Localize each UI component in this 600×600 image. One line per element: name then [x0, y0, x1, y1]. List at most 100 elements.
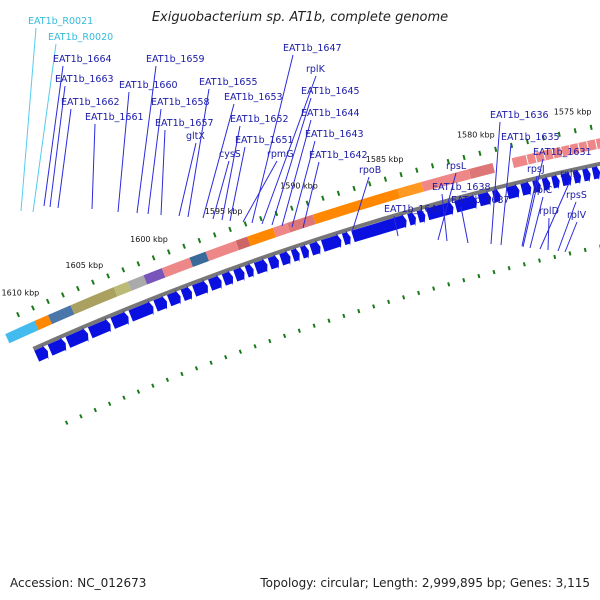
scale-tick-mark [415, 167, 419, 173]
gene-label: EAT1b_1661 [85, 112, 144, 123]
scale-tick-mark [91, 279, 95, 285]
gene-arrow [551, 173, 560, 190]
inner-tick-mark [447, 282, 451, 287]
gene-leader-line [564, 221, 578, 253]
gene-leader-line [49, 85, 66, 208]
inner-tick-mark [297, 328, 301, 333]
scale-tick-mark [430, 163, 435, 169]
accession-text: Accession: NC_012673 [10, 576, 147, 590]
scale-tick-mark [106, 273, 110, 279]
feature-block [70, 287, 118, 315]
feature-block [583, 138, 600, 152]
scale-tick-mark [525, 138, 529, 145]
feature-separator [560, 146, 564, 157]
gene-label: rplK [306, 64, 326, 75]
gene-leader-line [91, 123, 96, 210]
gene-label: EAT1b_1657 [155, 118, 214, 129]
genome-summary-text: Topology: circular; Length: 2,999,895 bp… [260, 576, 590, 590]
scale-tick-mark [462, 154, 466, 161]
scale-label: 1580 kbp [457, 130, 495, 139]
gene-leader-line [500, 143, 512, 246]
scale-label: 1585 kbp [366, 155, 404, 164]
gene-leader-line [557, 201, 577, 252]
inner-tick-mark [568, 251, 572, 256]
gene-arrow [153, 295, 168, 312]
scale-tick-mark [446, 158, 450, 165]
gene-arrow [87, 317, 111, 339]
scale-label: 1575 kbp [554, 107, 592, 116]
scale-tick-mark [368, 181, 372, 187]
inner-tick-mark [522, 262, 526, 267]
gene-label: EAT1b_1660 [119, 80, 178, 91]
feature-block [189, 251, 210, 267]
scale-tick-mark [259, 215, 263, 222]
inner-tick-mark [194, 366, 199, 371]
gene-label: rplV [567, 210, 587, 221]
gene-label: EAT1b_1651 [235, 135, 294, 146]
gene-arrow [572, 168, 582, 185]
gene-leader-line [136, 65, 157, 214]
gene-arrow [492, 187, 501, 204]
gene-arrow [110, 310, 129, 329]
gene-label: EAT1b_1658 [151, 97, 210, 108]
inner-tick-mark [165, 377, 170, 383]
inner-tick-mark [151, 383, 155, 388]
feature-block [143, 268, 166, 285]
scale-label: 1600 kbp [130, 235, 168, 244]
gene-leader-line [178, 142, 197, 217]
scale-tick-mark [336, 190, 341, 196]
inner-tick-mark [107, 401, 112, 407]
gene-label: EAT1b_1643 [305, 129, 364, 140]
gene-arrow [180, 285, 192, 301]
gene-arrow [34, 345, 49, 362]
gene-arrow [267, 253, 279, 270]
gene-leader-line [460, 206, 469, 244]
gene-label: rpsL [446, 161, 467, 172]
inner-tick-mark [387, 299, 391, 305]
feature-separator [542, 150, 547, 161]
gene-label: EAT1b_1636 [490, 110, 549, 121]
feature-block [397, 181, 424, 199]
inner-tick-mark [553, 254, 557, 260]
gene-leader-line [57, 108, 72, 209]
gene-label: EAT1b_1637 [451, 195, 510, 206]
gene-arrow [208, 274, 222, 291]
inner-tick-mark [432, 286, 436, 291]
gene-leader-line [521, 175, 538, 247]
gene-leader-line [437, 172, 457, 241]
inner-tick-mark [79, 414, 83, 419]
gene-arrow [541, 175, 551, 192]
scale-tick-mark [31, 305, 35, 311]
gene-arrow [244, 262, 254, 278]
gene-label: EAT1b_1664 [53, 54, 112, 65]
gene-arrow [309, 240, 321, 256]
gene-arrow [591, 164, 600, 181]
feature-separator [525, 154, 529, 165]
gene-label: cysS [219, 149, 241, 160]
scale-tick-mark [61, 292, 65, 298]
scale-tick-mark [290, 205, 294, 211]
scale-tick-mark [16, 311, 21, 318]
feature-block [235, 236, 251, 251]
inner-tick-mark [268, 338, 272, 344]
rna-label: EAT1b_R0020 [48, 32, 113, 43]
gene-leader-line [147, 108, 162, 215]
gene-label: rpsS [566, 190, 587, 201]
gene-arrow [221, 270, 233, 286]
inner-tick-mark [122, 395, 126, 400]
gene-leader-line [271, 97, 312, 226]
gene-label: EAT1b_1631 [533, 147, 592, 158]
scale-label: 1610 kbp [2, 288, 40, 297]
scale-tick-mark [121, 267, 126, 273]
feature-separator [586, 141, 590, 151]
scale-tick-mark [151, 255, 156, 261]
scale-tick-mark [541, 135, 545, 141]
gene-arrow [233, 266, 245, 282]
gene-leader-line [187, 88, 210, 218]
gene-leader-line [529, 196, 544, 249]
feature-block [312, 188, 401, 225]
gene-arrow [128, 300, 154, 322]
gene-arrow [65, 327, 89, 348]
gene-arrow [192, 279, 208, 297]
inner-tick-mark [93, 407, 97, 413]
